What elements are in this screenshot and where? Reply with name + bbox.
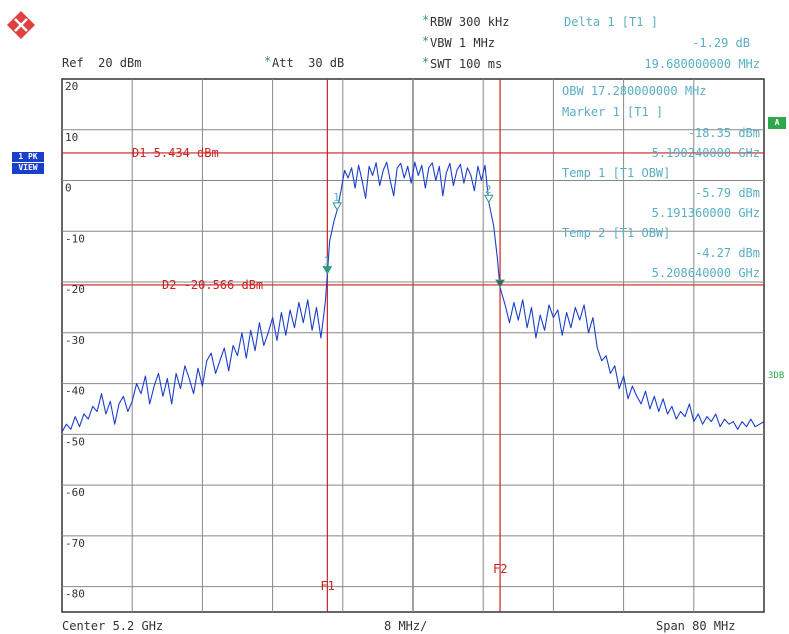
trace-mode-bottom: VIEW	[12, 162, 44, 173]
ytick-label: -40	[65, 385, 85, 398]
ytick-label: 10	[65, 131, 78, 144]
marker-triangle	[322, 266, 333, 275]
marker-label: 1	[333, 191, 340, 204]
marker1-level: -18.35 dBm	[687, 126, 760, 140]
spectrum-trace	[61, 161, 765, 433]
vbw-star: *	[422, 34, 430, 48]
delta-marker-level: -1.29 dB	[692, 36, 750, 50]
delta-marker-freq: 19.680000000 MHz	[644, 57, 760, 71]
display-line-label: D1 5.434 dBm	[132, 146, 219, 160]
rbw-star: *	[422, 13, 430, 27]
temp1-freq: 5.191360000 GHz	[651, 206, 760, 220]
freq-line-label: F1	[320, 579, 334, 593]
vbw-label: VBW 1 MHz	[430, 36, 496, 50]
three-db-badge: 3DB	[768, 371, 785, 381]
marker-layer: 1 1 2	[322, 183, 505, 289]
ytick-label: -60	[65, 486, 85, 499]
rs-logo-icon	[7, 11, 35, 39]
ytick-label: -80	[65, 588, 85, 601]
marker1-freq: 5.190240000 GHz	[651, 146, 760, 160]
frequency-lines: F1 F2	[320, 79, 508, 612]
att-star: *	[264, 54, 272, 68]
marker-triangle	[495, 279, 505, 289]
plot-labels: 20 10 0 -10 -20 -30 -40 -50 -60 -70 -80	[65, 80, 85, 601]
trace-mode-badge: 1 PK VIEW	[12, 152, 44, 174]
obw-readout: OBW 17.280000000 MHz	[562, 84, 707, 98]
rbw-label: RBW 300 kHz	[430, 15, 510, 29]
ytick-label: 20	[65, 80, 78, 93]
ref-level-label: Ref 20 dBm	[62, 56, 142, 70]
trace-layer	[61, 161, 765, 433]
marker-label: 2	[485, 183, 492, 196]
attenuation-label: Att 30 dB	[272, 56, 345, 70]
temp1-title: Temp 1 [T1 OBW]	[562, 166, 671, 180]
swt-star: *	[422, 55, 430, 69]
plot-grid	[61, 78, 765, 613]
swt-label: SWT 100 ms	[430, 57, 503, 71]
temp2-freq: 5.208640000 GHz	[651, 266, 760, 280]
ytick-label: 0	[65, 182, 72, 195]
marker-label: 1	[323, 255, 330, 268]
display-lines: D1 5.434 dBm D2 -20.566 dBm	[62, 146, 764, 292]
ytick-label: -50	[65, 435, 85, 448]
ytick-label: -70	[65, 537, 85, 550]
temp1-level: -5.79 dBm	[694, 186, 760, 200]
marker1-title: Marker 1 [T1 ]	[562, 105, 664, 119]
trace-mode-top: 1 PK	[18, 152, 38, 161]
freq-line-label: F2	[493, 562, 507, 576]
ytick-label: -30	[65, 334, 85, 347]
temp2-level: -4.27 dBm	[694, 246, 760, 260]
temp2-title: Temp 2 [T1 OBW]	[562, 226, 671, 240]
marker-triangle	[332, 202, 343, 211]
ytick-label: -20	[65, 283, 85, 296]
delta-marker-title: Delta 1 [T1 ]	[564, 15, 658, 29]
center-frequency: Center 5.2 GHz	[62, 619, 164, 633]
span-label: Span 80 MHz	[656, 619, 736, 633]
marker-triangle	[483, 194, 494, 204]
display-line-label: D2 -20.566 dBm	[162, 278, 263, 292]
division-scale: 8 MHz/	[384, 619, 428, 633]
trigger-badge: A	[768, 117, 786, 129]
ytick-label: -10	[65, 232, 85, 245]
